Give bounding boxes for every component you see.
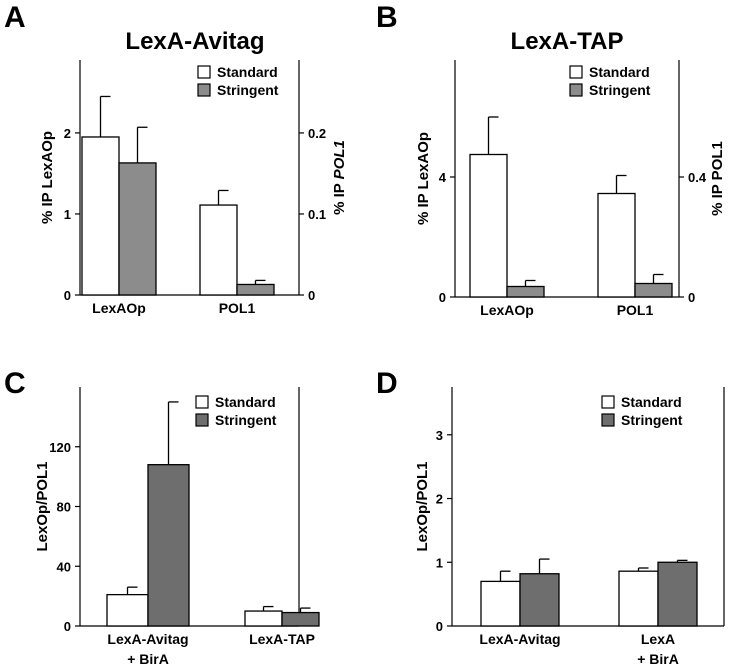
y-tick-label: 3	[436, 428, 443, 443]
legend-label: Stringent	[621, 412, 683, 428]
y-tick-label: 1	[436, 555, 443, 570]
bar-stringent	[657, 561, 698, 627]
y-right-tick-label: 0.2	[308, 126, 326, 141]
legend-swatch	[569, 65, 583, 79]
bar-standard	[81, 136, 120, 296]
legend-label: Stringent	[589, 82, 651, 98]
x-tick-label: LexA-Avitag	[479, 631, 560, 647]
bar-standard	[618, 570, 659, 627]
y-tick-label: 4	[439, 170, 447, 185]
legend-label: Stringent	[217, 82, 279, 98]
bar-stringent	[506, 285, 545, 298]
x-tick-label: LexAOp	[480, 302, 534, 318]
bar-stringent	[634, 282, 673, 298]
panel-title: LexA-TAP	[511, 28, 624, 55]
y-tick-label: 0	[64, 288, 71, 303]
legend-label: Standard	[215, 394, 276, 410]
legend-swatch	[197, 83, 211, 97]
x-tick-label: POL1	[617, 302, 654, 318]
x-tick-label: + BirA	[637, 651, 679, 667]
y-tick-label: 80	[57, 500, 71, 515]
bar-standard	[106, 593, 149, 627]
bar-standard	[597, 192, 636, 298]
panel-letter: A	[4, 1, 26, 34]
bar-standard	[244, 610, 283, 627]
y-tick-label: 40	[57, 559, 71, 574]
legend-swatch	[195, 395, 209, 409]
bar-stringent	[519, 573, 560, 627]
y-tick-label: 2	[64, 126, 71, 141]
y-axis-right-title: % IP POL1	[331, 140, 348, 215]
y-axis-title: % IP LexAOp	[39, 131, 56, 224]
y-axis-right-title-italic: POL1	[331, 140, 348, 179]
panel-letter: C	[4, 367, 26, 400]
y-axis-right-title-text: % IP	[331, 179, 348, 215]
bar-standard	[199, 204, 238, 296]
panel-a: A LexA-Avitag 0 1 2 0 0.1 0.2 % IP LexAOp % IP PO…	[4, 1, 348, 316]
y-tick-label: 0	[439, 290, 446, 305]
y-right-tick-label: 0	[688, 290, 695, 305]
bar-standard	[469, 153, 508, 298]
bar-stringent	[236, 283, 275, 296]
panel-d: D 0 1 2 3 LexOp/POL1 LexA-Avitag LexA + BirA Stan…	[376, 367, 725, 667]
legend-swatch	[601, 395, 615, 409]
y-right-tick-label: 0.4	[688, 170, 707, 185]
legend-label: Standard	[217, 64, 278, 80]
x-tick-label: + BirA	[127, 651, 169, 667]
y-tick-label: 0	[64, 619, 71, 634]
y-tick-label: 120	[49, 440, 71, 455]
x-tick-label: LexA	[641, 631, 675, 647]
y-axis-title: LexOp/POL1	[34, 461, 51, 551]
legend-label: Standard	[621, 394, 682, 410]
legend-swatch	[569, 83, 583, 97]
bar-stringent	[147, 464, 190, 627]
bar-standard	[480, 580, 521, 627]
bar-stringent	[118, 162, 157, 296]
panel-letter: B	[376, 1, 398, 34]
legend-swatch	[197, 65, 211, 79]
y-tick-label: 2	[436, 492, 443, 507]
x-tick-label: LexAOp	[92, 300, 146, 316]
y-tick-label: 1	[64, 207, 71, 222]
y-tick-label: 0	[436, 619, 443, 634]
x-tick-label: LexA-Avitag	[107, 631, 188, 647]
legend-label: Stringent	[215, 412, 277, 428]
panel-title: LexA-Avitag	[125, 28, 264, 55]
x-tick-label: POL1	[219, 300, 256, 316]
y-axis-right-title-text: % IP POL1	[709, 141, 726, 216]
panel-b: B LexA-TAP 0 4 0 0.4 % IP LexAOp % IP POL1 LexAO…	[376, 1, 726, 318]
legend-swatch	[601, 413, 615, 427]
legend-label: Standard	[589, 64, 650, 80]
y-axis-right-title: % IP POL1	[709, 141, 726, 216]
legend-swatch	[195, 413, 209, 427]
y-right-tick-label: 0.1	[308, 207, 326, 222]
panel-c: C 0 40 80 120 LexOp/POL1 LexA-Avitag + BirA LexA…	[4, 367, 320, 667]
y-axis-title: % IP LexAOp	[415, 132, 432, 225]
y-right-tick-label: 0	[308, 288, 315, 303]
x-tick-label: LexA-TAP	[249, 631, 315, 647]
y-axis-title: LexOp/POL1	[414, 461, 431, 551]
panel-letter: D	[376, 367, 398, 400]
bar-stringent	[281, 611, 320, 627]
